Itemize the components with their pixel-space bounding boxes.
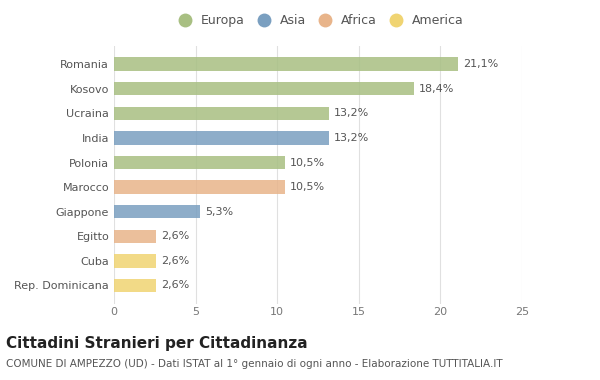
Bar — [114, 106, 329, 120]
Bar — [114, 254, 157, 268]
Legend: Europa, Asia, Africa, America: Europa, Asia, Africa, America — [169, 11, 467, 31]
Text: 18,4%: 18,4% — [419, 84, 455, 94]
Bar — [114, 57, 458, 71]
Bar — [114, 205, 200, 218]
Text: 10,5%: 10,5% — [290, 182, 325, 192]
Text: 21,1%: 21,1% — [463, 59, 499, 69]
Text: Cittadini Stranieri per Cittadinanza: Cittadini Stranieri per Cittadinanza — [6, 336, 308, 351]
Text: 2,6%: 2,6% — [161, 256, 190, 266]
Text: 2,6%: 2,6% — [161, 280, 190, 290]
Bar — [114, 180, 286, 194]
Text: 13,2%: 13,2% — [334, 133, 370, 143]
Bar — [114, 156, 286, 169]
Bar — [114, 230, 157, 243]
Text: 2,6%: 2,6% — [161, 231, 190, 241]
Text: COMUNE DI AMPEZZO (UD) - Dati ISTAT al 1° gennaio di ogni anno - Elaborazione TU: COMUNE DI AMPEZZO (UD) - Dati ISTAT al 1… — [6, 359, 503, 369]
Bar — [114, 279, 157, 292]
Text: 10,5%: 10,5% — [290, 157, 325, 168]
Text: 5,3%: 5,3% — [205, 207, 233, 217]
Bar — [114, 131, 329, 145]
Text: 13,2%: 13,2% — [334, 108, 370, 118]
Bar — [114, 82, 414, 95]
